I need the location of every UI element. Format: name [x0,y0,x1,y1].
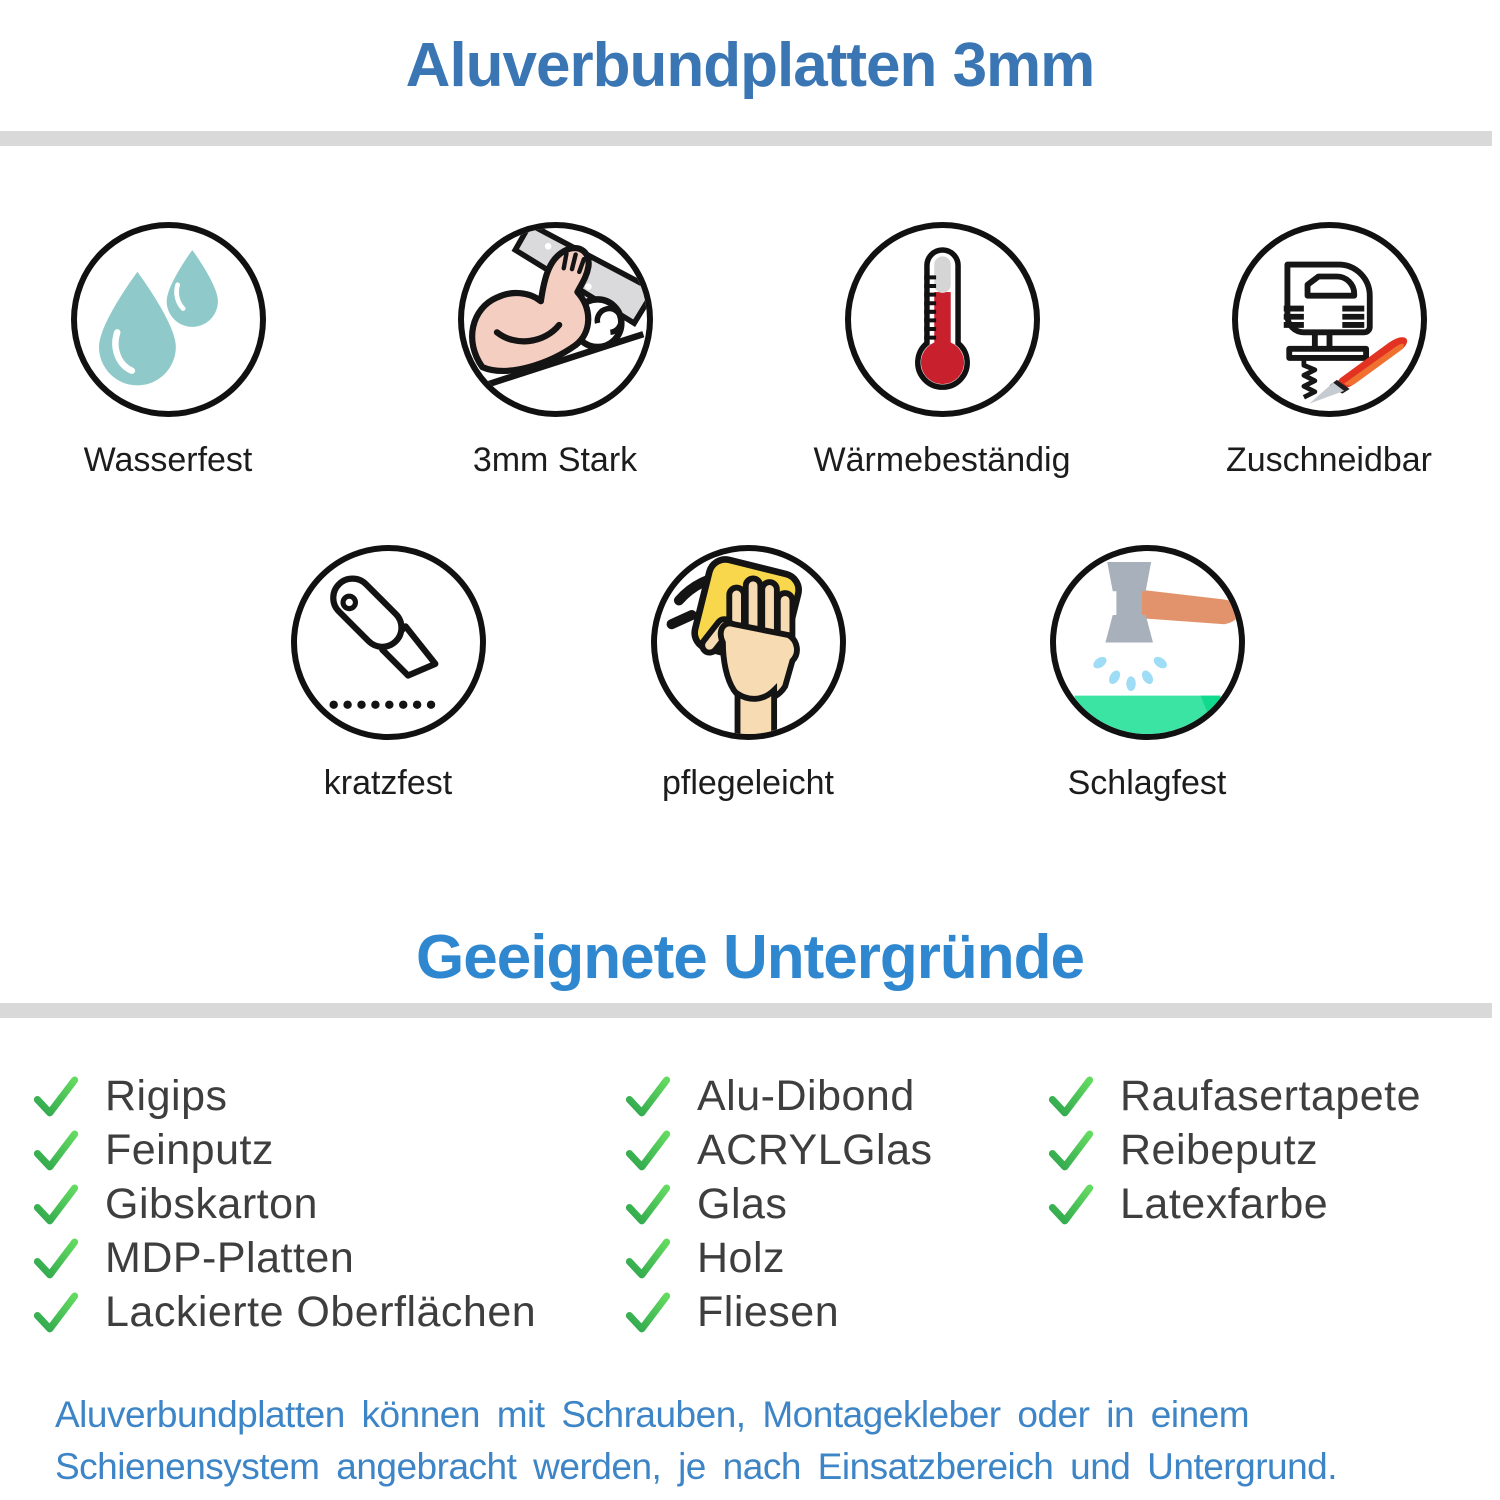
list-item: MDP-Platten [33,1231,625,1285]
checkmark-icon [1048,1130,1094,1171]
checkmark-icon [33,1184,79,1225]
checkmark-icon [625,1076,671,1117]
cleaning-hand-icon [650,545,846,740]
utility-knife-icon [290,545,486,740]
list-item: Latexfarbe [1048,1177,1488,1231]
feature-kratzfest: kratzfest [268,545,508,803]
section-title: Geeignete Untergründe [416,922,1085,992]
list-item: Fliesen [625,1285,1048,1339]
feature-label: pflegeleicht [661,764,834,802]
list-item: ACRYLGlas [625,1123,1048,1177]
checkmark-icon [1048,1076,1094,1117]
list-item: Feinputz [33,1123,625,1177]
footer-note: Aluverbundplatten können mit Schrauben, … [0,1389,1500,1493]
section-header: Geeignete Untergründe [0,921,1500,993]
substrates-column-3: Raufasertapete Reibeputz Latexfarbe [1048,1069,1488,1339]
feature-row-1: Wasserfest 3mm Stark [0,222,1500,480]
feature-label: Wasserfest [83,441,253,479]
muscle-arm-icon [457,222,653,417]
feature-label: Zuschneidbar [1225,441,1432,479]
feature-label: 3mm Stark [472,441,638,479]
list-item: Lackierte Oberflächen [33,1285,625,1339]
feature-label: Schlagfest [1067,764,1227,802]
feature-row-2: kratzfest [0,545,1500,803]
substrates-column-2: Alu-Dibond ACRYLGlas Glas Holz Fliesen [625,1069,1048,1339]
feature-waermebestaendig: Wärmebeständig [797,222,1087,480]
list-item: Alu-Dibond [625,1069,1048,1123]
list-item: Holz [625,1231,1048,1285]
water-drops-icon [70,222,266,417]
divider-section [0,1003,1492,1018]
checkmark-icon [33,1130,79,1171]
checkmark-icon [33,1292,79,1333]
thermometer-icon [844,222,1040,417]
substrates-column-1: Rigips Feinputz Gibskarton MDP-Platten L… [33,1069,625,1339]
feature-label: Wärmebeständig [813,441,1071,479]
feature-wasserfest: Wasserfest [23,222,313,480]
list-item: Rigips [33,1069,625,1123]
feature-pflegeleicht: pflegeleicht [628,545,868,803]
feature-3mm-stark: 3mm Stark [410,222,700,480]
feature-label: kratzfest [323,764,453,802]
list-item: Raufasertapete [1048,1069,1488,1123]
checkmark-icon [625,1292,671,1333]
list-item: Reibeputz [1048,1123,1488,1177]
jigsaw-icon [1231,222,1427,417]
checkmark-icon [625,1130,671,1171]
feature-schlagfest: Schlagfest [1027,545,1267,803]
footer-line-1: Aluverbundplatten können mit Schrauben, … [55,1394,1250,1435]
checkmark-icon [625,1238,671,1279]
feature-zuschneidbar: Zuschneidbar [1184,222,1474,480]
list-item: Glas [625,1177,1048,1231]
checkmark-icon [33,1076,79,1117]
substrates-list: Rigips Feinputz Gibskarton MDP-Platten L… [0,1069,1500,1339]
list-item: Gibskarton [33,1177,625,1231]
checkmark-icon [33,1238,79,1279]
checkmark-icon [625,1184,671,1225]
header: Aluverbundplatten 3mm [0,0,1500,131]
page-title: Aluverbundplatten 3mm [405,31,1096,100]
hammer-icon [1049,545,1245,740]
divider-top [0,131,1492,146]
footer-line-2: Schienensystem angebracht werden, je nac… [55,1446,1338,1487]
checkmark-icon [1048,1184,1094,1225]
